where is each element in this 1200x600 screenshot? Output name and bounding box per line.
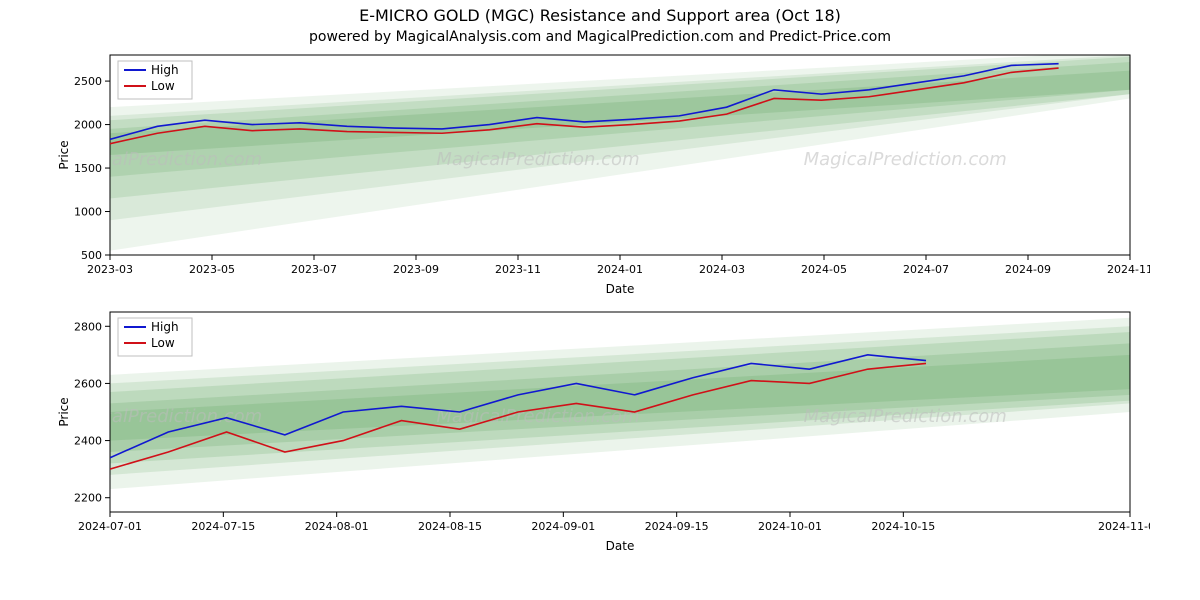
svg-text:1500: 1500 bbox=[74, 162, 102, 175]
svg-text:2024-05: 2024-05 bbox=[801, 263, 847, 276]
svg-text:2024-07-01: 2024-07-01 bbox=[78, 520, 142, 533]
svg-text:2023-07: 2023-07 bbox=[291, 263, 337, 276]
svg-text:2024-07: 2024-07 bbox=[903, 263, 949, 276]
page-subtitle: powered by MagicalAnalysis.com and Magic… bbox=[0, 25, 1200, 47]
svg-text:2023-09: 2023-09 bbox=[393, 263, 439, 276]
svg-text:Low: Low bbox=[151, 79, 175, 93]
svg-text:High: High bbox=[151, 320, 179, 334]
svg-text:500: 500 bbox=[81, 249, 102, 262]
svg-text:1000: 1000 bbox=[74, 206, 102, 219]
chart-bottom: MagicalPrediction.com MagicalPrediction.c… bbox=[50, 302, 1150, 562]
svg-text:2024-09: 2024-09 bbox=[1005, 263, 1051, 276]
chart-top-svg: MagicalPrediction.com MagicalPrediction.c… bbox=[50, 47, 1150, 302]
svg-text:2023-11: 2023-11 bbox=[495, 263, 541, 276]
svg-text:Price: Price bbox=[57, 140, 71, 169]
svg-text:2024-11: 2024-11 bbox=[1107, 263, 1150, 276]
svg-text:2024-07-15: 2024-07-15 bbox=[191, 520, 255, 533]
chart-top: MagicalPrediction.com MagicalPrediction.c… bbox=[50, 47, 1150, 302]
svg-text:2024-09-15: 2024-09-15 bbox=[645, 520, 709, 533]
chart-bottom-svg: MagicalPrediction.com MagicalPrediction.c… bbox=[50, 302, 1150, 562]
svg-text:2600: 2600 bbox=[74, 377, 102, 390]
svg-text:Price: Price bbox=[57, 397, 71, 426]
svg-text:2024-08-01: 2024-08-01 bbox=[305, 520, 369, 533]
svg-text:MagicalPrediction.com: MagicalPrediction.com bbox=[804, 406, 1007, 427]
svg-text:2024-11-01: 2024-11-01 bbox=[1098, 520, 1150, 533]
svg-text:Date: Date bbox=[606, 539, 635, 553]
svg-text:2000: 2000 bbox=[74, 119, 102, 132]
svg-text:Low: Low bbox=[151, 336, 175, 350]
svg-text:MagicalPrediction.com: MagicalPrediction.com bbox=[436, 149, 639, 170]
svg-text:2024-03: 2024-03 bbox=[699, 263, 745, 276]
svg-text:Date: Date bbox=[606, 282, 635, 296]
svg-text:MagicalPrediction.com: MagicalPrediction.com bbox=[804, 149, 1007, 170]
svg-text:2024-01: 2024-01 bbox=[597, 263, 643, 276]
svg-text:High: High bbox=[151, 63, 179, 77]
svg-text:2024-10-15: 2024-10-15 bbox=[871, 520, 935, 533]
svg-text:MagicalPrediction.com: MagicalPrediction.com bbox=[59, 406, 262, 427]
svg-text:2023-05: 2023-05 bbox=[189, 263, 235, 276]
svg-text:2500: 2500 bbox=[74, 75, 102, 88]
svg-text:2024-09-01: 2024-09-01 bbox=[531, 520, 595, 533]
page-title: E-MICRO GOLD (MGC) Resistance and Suppor… bbox=[0, 0, 1200, 25]
svg-text:2400: 2400 bbox=[74, 435, 102, 448]
svg-text:2024-10-01: 2024-10-01 bbox=[758, 520, 822, 533]
svg-text:2200: 2200 bbox=[74, 492, 102, 505]
svg-text:2800: 2800 bbox=[74, 320, 102, 333]
svg-text:2024-08-15: 2024-08-15 bbox=[418, 520, 482, 533]
svg-text:2023-03: 2023-03 bbox=[87, 263, 133, 276]
